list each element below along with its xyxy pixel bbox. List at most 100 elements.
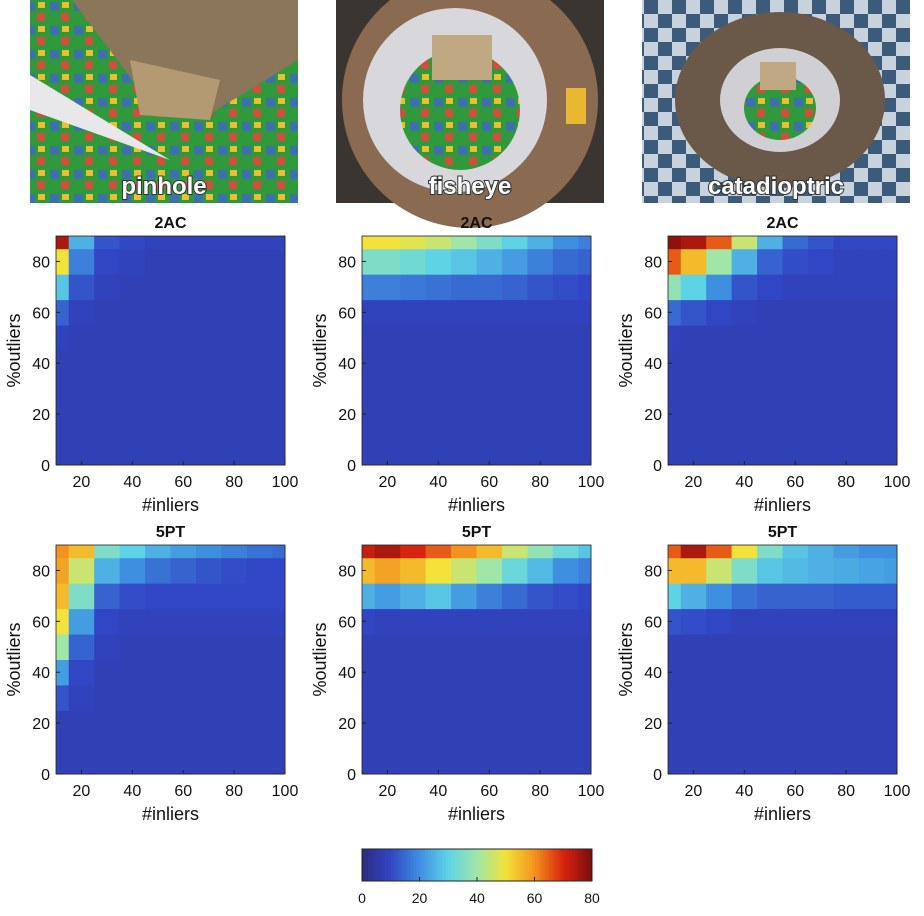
heatmap-cell bbox=[578, 660, 591, 686]
y-tick-label: 0 bbox=[41, 458, 50, 475]
heatmap-cell bbox=[400, 376, 426, 402]
heatmap-cell bbox=[578, 300, 591, 326]
colorbar-segment bbox=[394, 849, 397, 881]
x-axis-label: #inliers bbox=[754, 495, 811, 515]
heatmap-cell bbox=[527, 401, 553, 427]
heatmap-cell bbox=[375, 685, 401, 711]
heatmap-cell bbox=[451, 376, 477, 402]
heatmap-cell bbox=[808, 545, 834, 558]
heatmap-cell bbox=[69, 660, 95, 686]
colorbar-segment bbox=[497, 849, 500, 881]
y-tick-label: 20 bbox=[338, 407, 356, 424]
colorbar-segment bbox=[563, 849, 566, 881]
heatmap-cell bbox=[757, 660, 783, 686]
heatmap-cell bbox=[808, 736, 834, 762]
heatmap-cell bbox=[451, 427, 477, 453]
heatmap-cell bbox=[884, 249, 897, 275]
colorbar-segment bbox=[397, 849, 400, 881]
heatmap-cell bbox=[426, 685, 452, 711]
heatmap-cell bbox=[833, 583, 859, 609]
heatmap-cell bbox=[732, 558, 758, 584]
heatmap-cell bbox=[706, 710, 732, 736]
heatmap-cell bbox=[171, 685, 197, 711]
heatmap-cell bbox=[400, 401, 426, 427]
y-tick-label: 60 bbox=[644, 305, 662, 322]
heatmap-cell bbox=[94, 545, 120, 558]
colorbar-segment bbox=[494, 849, 497, 881]
heatmap-cell bbox=[171, 274, 197, 300]
heatmap-cell bbox=[196, 376, 222, 402]
x-tick-label: 60 bbox=[480, 474, 498, 491]
heatmap-cell bbox=[171, 634, 197, 660]
heatmap-cell bbox=[94, 660, 120, 686]
heatmap-cell bbox=[56, 634, 69, 660]
heatmap-cell bbox=[272, 351, 285, 377]
colorbar-segment bbox=[526, 849, 529, 881]
heatmap-cell bbox=[706, 325, 732, 351]
heatmap-cell bbox=[247, 249, 273, 275]
heatmap-cell bbox=[120, 274, 146, 300]
heatmap-cell bbox=[808, 558, 834, 584]
heatmap-cell bbox=[362, 545, 375, 558]
y-tick-label: 20 bbox=[32, 407, 50, 424]
heatmap-cell bbox=[426, 401, 452, 427]
heatmap-cell bbox=[783, 634, 809, 660]
heatmap-cell bbox=[451, 452, 477, 465]
x-tick-label: 20 bbox=[685, 783, 703, 800]
x-tick-label: 80 bbox=[837, 783, 855, 800]
heatmap-cell bbox=[808, 300, 834, 326]
heatmap-cell bbox=[502, 300, 528, 326]
heatmap-cell bbox=[477, 660, 503, 686]
heatmap-cell bbox=[94, 710, 120, 736]
heatmap-cell bbox=[527, 660, 553, 686]
heatmap-cell bbox=[833, 634, 859, 660]
heatmap-cell bbox=[69, 685, 95, 711]
heatmap-cell bbox=[451, 274, 477, 300]
heatmap-cell bbox=[400, 710, 426, 736]
x-tick-label: 20 bbox=[685, 474, 703, 491]
heatmap-cell bbox=[451, 300, 477, 326]
x-tick-label: 80 bbox=[531, 783, 549, 800]
y-tick-label: 40 bbox=[32, 665, 50, 682]
heatmap-cell bbox=[884, 685, 897, 711]
heatmap-cell bbox=[196, 710, 222, 736]
heatmap-cell bbox=[578, 236, 591, 249]
heatmap-cell bbox=[706, 351, 732, 377]
heatmap-cell bbox=[732, 325, 758, 351]
heatmap-cell bbox=[681, 236, 707, 249]
heatmap-cell bbox=[196, 660, 222, 686]
heatmap-cell bbox=[94, 558, 120, 584]
heatmap-cell bbox=[578, 710, 591, 736]
heatmap-cell bbox=[502, 325, 528, 351]
heatmap-cell bbox=[884, 710, 897, 736]
heatmap-cell bbox=[502, 427, 528, 453]
heatmap-cell bbox=[426, 351, 452, 377]
heatmap-cell bbox=[502, 236, 528, 249]
heatmap-cell bbox=[426, 545, 452, 558]
y-tick-label: 80 bbox=[32, 254, 50, 271]
heatmap-cell bbox=[94, 427, 120, 453]
heatmap-cell bbox=[171, 236, 197, 249]
colorbar-segment bbox=[517, 849, 520, 881]
heatmap-cell bbox=[69, 427, 95, 453]
heatmap-cell bbox=[732, 249, 758, 275]
heatmap-cell bbox=[706, 249, 732, 275]
heatmap-cell bbox=[578, 583, 591, 609]
heatmap-cell bbox=[732, 736, 758, 762]
colorbar-segment bbox=[440, 849, 443, 881]
heatmap-cell bbox=[706, 545, 732, 558]
heatmap-cell bbox=[451, 401, 477, 427]
heatmap-cell bbox=[426, 274, 452, 300]
heatmap-cell bbox=[145, 609, 171, 635]
heatmap-cell bbox=[681, 660, 707, 686]
heatmap-cell bbox=[668, 761, 681, 774]
heatmap-cell bbox=[120, 634, 146, 660]
heatmap-cell bbox=[247, 427, 273, 453]
heatmap-cell bbox=[272, 545, 285, 558]
heatmap-cell bbox=[451, 249, 477, 275]
heatmap-cell bbox=[859, 427, 885, 453]
heatmap-cell bbox=[221, 583, 247, 609]
heatmap-cell bbox=[171, 427, 197, 453]
colorbar-segment bbox=[569, 849, 572, 881]
heatmap-cell bbox=[553, 427, 579, 453]
